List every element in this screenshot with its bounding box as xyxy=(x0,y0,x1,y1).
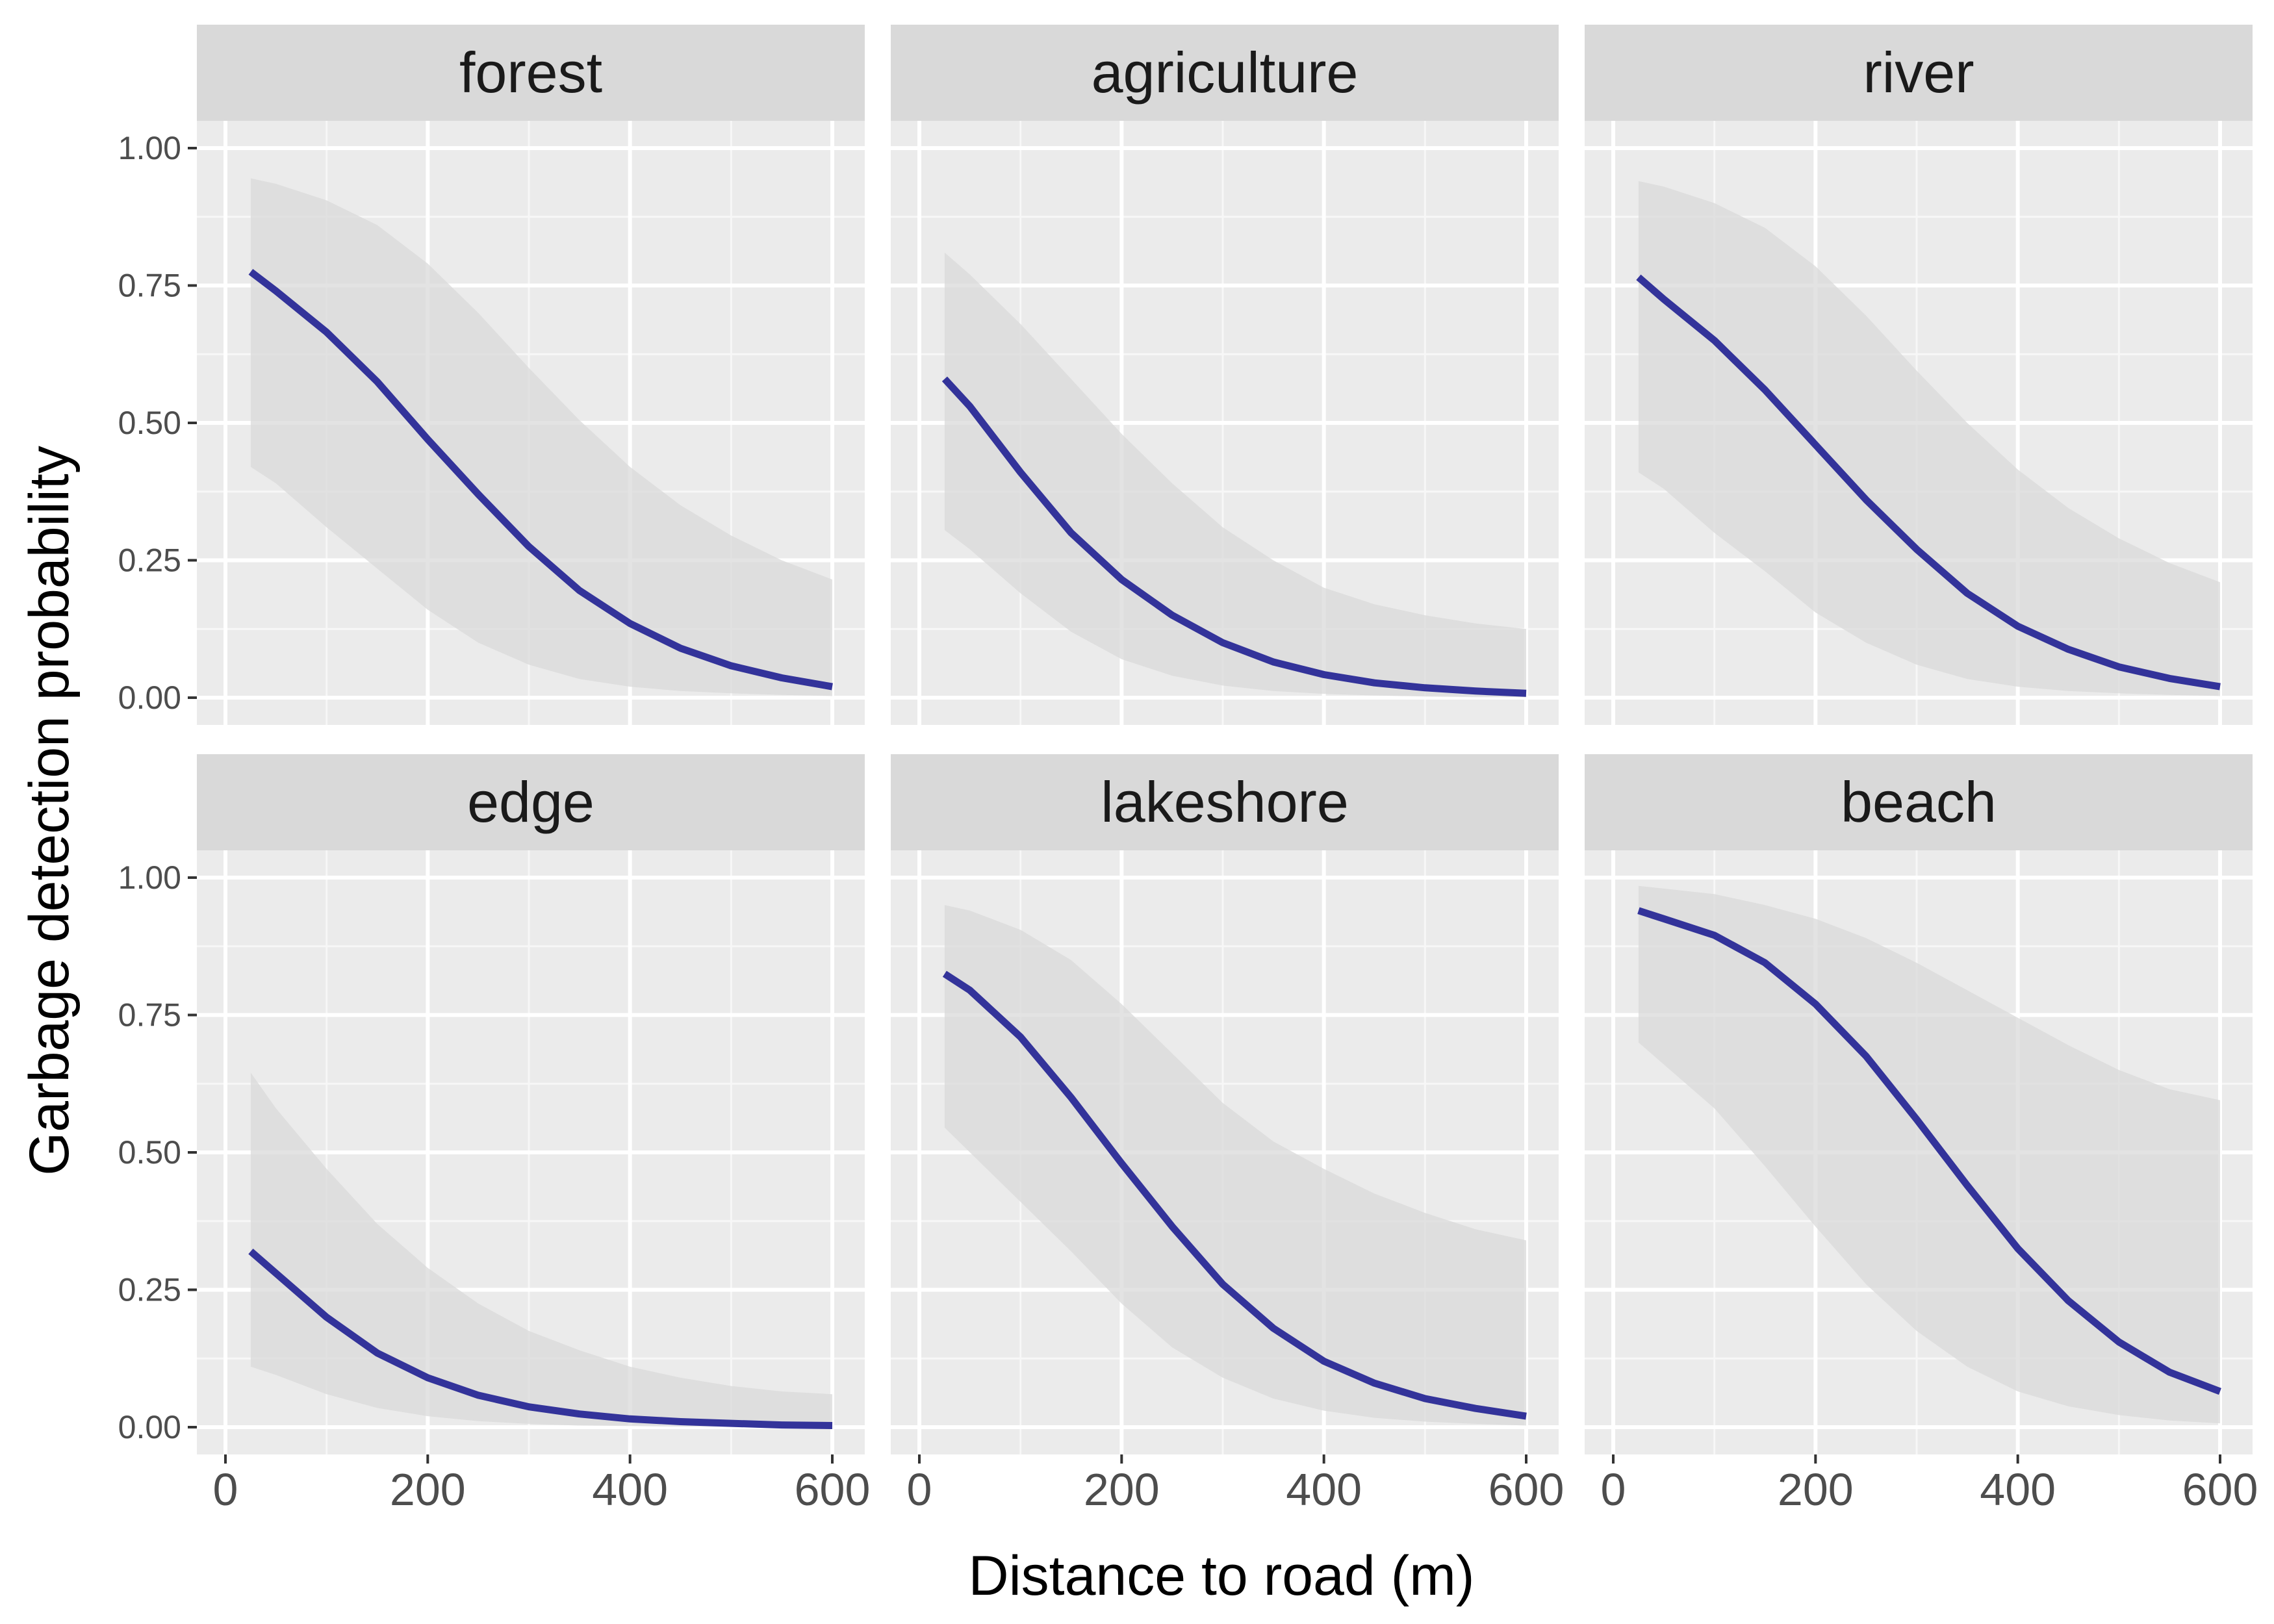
fitted-line-agriculture xyxy=(941,376,1527,697)
facet-strip-label: lakeshore xyxy=(1101,770,1349,834)
fitted-line-forest xyxy=(248,269,833,691)
facet-strip-label: forest xyxy=(459,40,602,105)
x-tick-label: 400 xyxy=(592,1464,668,1515)
facet-strip-label: edge xyxy=(467,770,594,834)
y-tick-label: 0.25 xyxy=(118,542,181,579)
y-tick-label: 0.50 xyxy=(118,1134,181,1171)
fitted-line-beach xyxy=(1637,907,2221,1395)
x-tick-label: 200 xyxy=(390,1464,466,1515)
y-tick-label: 0.75 xyxy=(118,268,181,304)
facet-strip xyxy=(891,25,1559,121)
facet-strip-label: beach xyxy=(1841,770,1997,834)
fitted-line-edge xyxy=(248,1249,833,1429)
facet-panel-forest: forest 0.00 0.25 0.50 0.75 1.00 xyxy=(118,25,865,725)
facet-strip-label: agriculture xyxy=(1092,40,1359,105)
facet-panel-edge: edge 0.00 0.25 0.50 0.75 1.00 0 200 400 600 xyxy=(118,754,871,1515)
y-tick-label: 0.75 xyxy=(118,997,181,1034)
fitted-line-lakeshore xyxy=(942,971,1527,1420)
x-tick-label: 0 xyxy=(907,1464,932,1515)
facet-strip xyxy=(891,754,1559,850)
x-tick-label: 400 xyxy=(1980,1464,2056,1515)
x-tick-label: 0 xyxy=(213,1464,238,1515)
facet-panel-beach: beach 0 200 400 600 xyxy=(1585,754,2258,1515)
x-tick-label: 0 xyxy=(1601,1464,1626,1515)
facet-strip xyxy=(1585,754,2253,850)
confidence-ribbon-agriculture xyxy=(944,252,1526,698)
y-tick-label: 0.25 xyxy=(118,1272,181,1308)
facet-grid: forest 0.00 0.25 0.50 0.75 1.00 agriculture riv… xyxy=(118,25,2258,1515)
y-tick-label: 0.00 xyxy=(118,1409,181,1445)
facet-strip xyxy=(197,754,865,850)
confidence-ribbon-edge xyxy=(250,1072,832,1427)
x-axis-title: Distance to road (m) xyxy=(968,1545,1474,1607)
x-tick-label: 200 xyxy=(1084,1464,1160,1515)
confidence-ribbon-forest xyxy=(250,178,832,696)
facet-strip xyxy=(197,25,865,121)
x-tick-label: 600 xyxy=(1488,1464,1565,1515)
y-tick-label: 1.00 xyxy=(118,130,181,166)
facet-strip-label: river xyxy=(1863,40,1974,105)
confidence-ribbon-river xyxy=(1638,181,2220,696)
y-tick-label: 0.50 xyxy=(118,405,181,441)
y-tick-label: 0.00 xyxy=(118,679,181,716)
confidence-ribbon-beach xyxy=(1638,885,2220,1424)
x-tick-label: 600 xyxy=(795,1464,871,1515)
facet-strip xyxy=(1585,25,2253,121)
x-tick-label: 200 xyxy=(1778,1464,1854,1515)
y-tick-label: 1.00 xyxy=(118,859,181,896)
x-tick-label: 600 xyxy=(2182,1464,2258,1515)
confidence-ribbon-lakeshore xyxy=(944,905,1526,1426)
y-axis-title: Garbage detection probability xyxy=(18,446,81,1176)
facet-panel-lakeshore: lakeshore 0 200 400 600 xyxy=(891,754,1564,1515)
facet-panel-river: river xyxy=(1585,25,2253,725)
x-tick-label: 400 xyxy=(1286,1464,1362,1515)
fitted-line-river xyxy=(1636,274,2221,691)
facet-panel-agriculture: agriculture xyxy=(891,25,1559,725)
